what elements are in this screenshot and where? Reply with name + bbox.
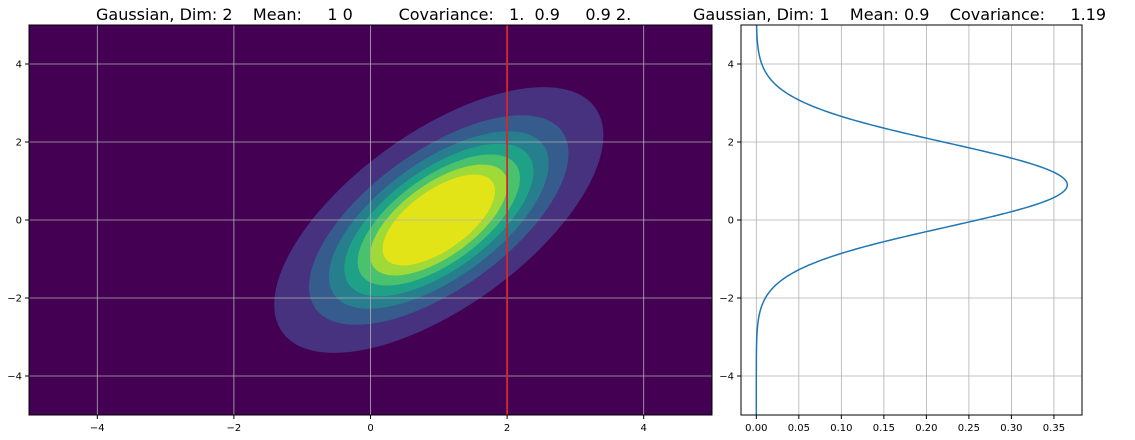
y-tick-label: 2	[16, 138, 22, 149]
contour-plot: Gaussian, Dim: 2 Mean: 1 0 Covariance: 1…	[7, 5, 713, 435]
density-plot-title: Gaussian, Dim: 1 Mean: 0.9 Covariance: 1…	[693, 5, 1106, 24]
x-tick-label: 0.10	[830, 423, 852, 434]
density-plot-grid	[741, 25, 1082, 415]
x-tick-label: 4	[641, 423, 647, 434]
x-tick-label: 0.05	[788, 423, 810, 434]
density-plot-ticks: 0.00 0.05 0.10 0.15 0.20 0.25 0.30 0.35 −4 −2 0 2 4	[719, 60, 1065, 435]
x-tick-label: 0.30	[1000, 423, 1022, 434]
y-tick-label: 4	[16, 60, 22, 71]
contour-plot-title: Gaussian, Dim: 2 Mean: 1 0 Covariance: 1…	[96, 5, 631, 24]
x-tick-label: 0.20	[915, 423, 937, 434]
x-tick-label: 0.35	[1043, 423, 1065, 434]
x-tick-label: 0	[367, 423, 373, 434]
y-tick-label: 0	[728, 216, 734, 227]
y-tick-label: 4	[728, 60, 734, 71]
y-tick-label: −2	[7, 294, 22, 305]
x-tick-label: −2	[227, 423, 242, 434]
x-tick-label: 0.15	[873, 423, 895, 434]
x-tick-label: 2	[504, 423, 510, 434]
density-curve	[755, 25, 1069, 415]
x-tick-label: 0.25	[958, 423, 980, 434]
x-tick-label: −4	[90, 423, 105, 434]
contour-plot-ticks: −4 −2 0 2 4 −4 −2 0 2 4	[7, 60, 647, 435]
y-tick-label: 0	[16, 216, 22, 227]
density-plot: Gaussian, Dim: 1 Mean: 0.9 Covariance: 1…	[693, 5, 1106, 434]
x-tick-label: 0.00	[745, 423, 767, 434]
y-tick-label: −2	[719, 294, 734, 305]
y-tick-label: 2	[728, 138, 734, 149]
y-tick-label: −4	[719, 372, 734, 383]
y-tick-label: −4	[7, 372, 22, 383]
